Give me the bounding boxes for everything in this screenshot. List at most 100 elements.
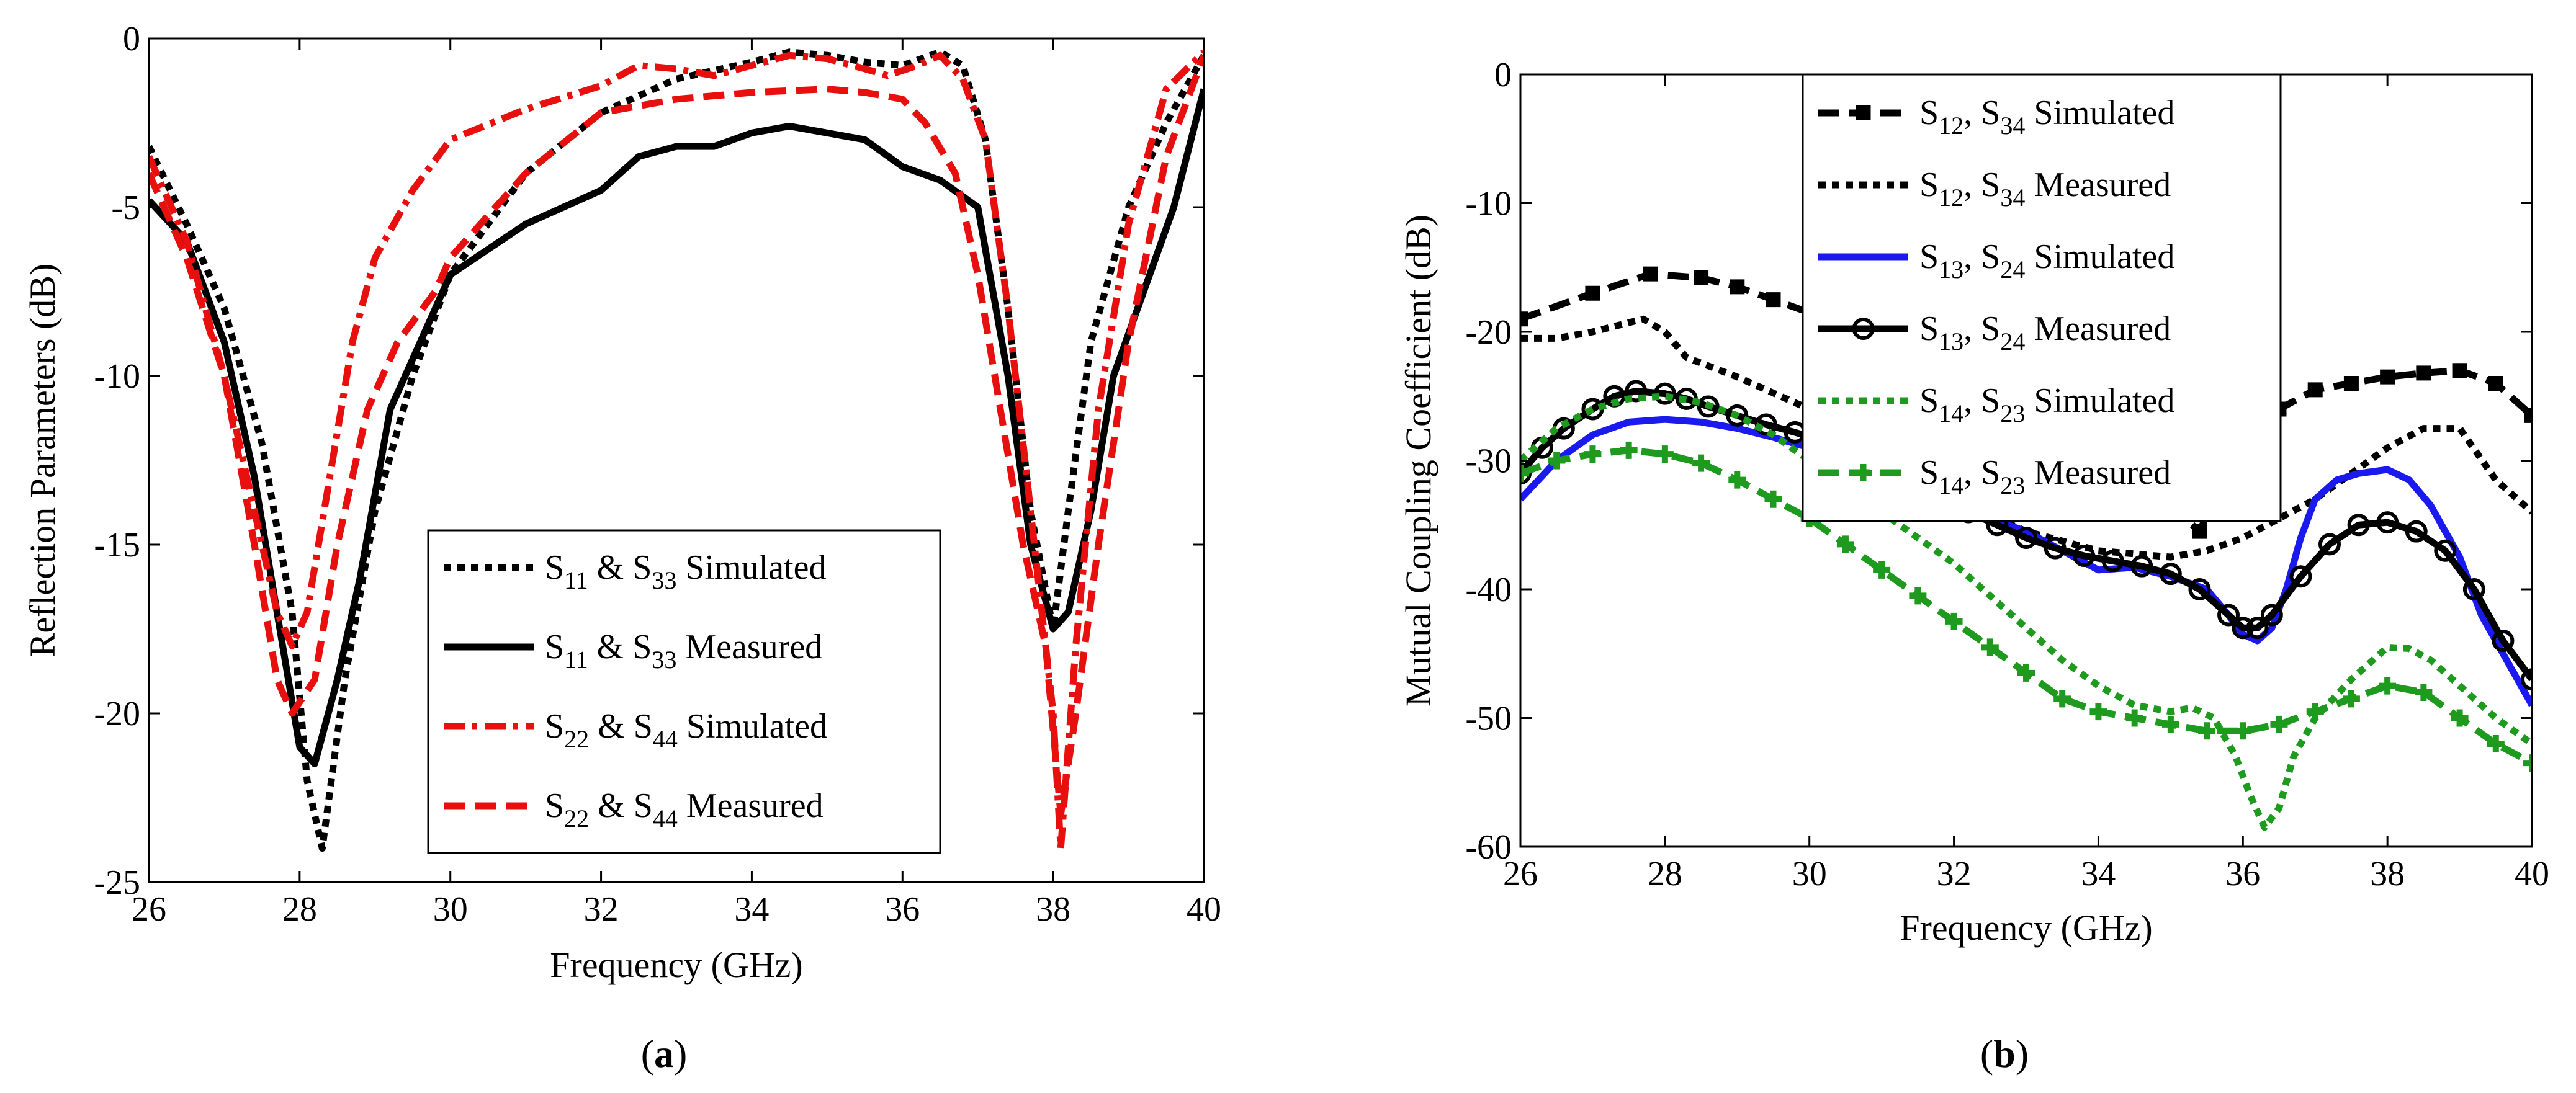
y-tick-label-b-5: -10 [1465, 185, 1512, 223]
chart-a: 26 28 30 32 34 36 38 40 -25 -20 -15 -10 -5 0 Frequency… [22, 20, 1221, 985]
legend-label-a-0: S11 & S33 Simulated [545, 548, 826, 594]
series-b-5-marker-16 [2089, 703, 2107, 721]
y-tick-label-a-2: -15 [94, 526, 140, 564]
x-tick-label-b-4: 34 [2081, 855, 2116, 893]
series-b-5-marker-10 [1873, 561, 1891, 579]
legend-box-a [427, 529, 941, 854]
series-b-3-marker-32 [2347, 514, 2370, 537]
series-b-5-marker-3 [1620, 441, 1638, 459]
series-b-3-marker-28 [2246, 617, 2269, 640]
y-tick-label-a-0: -25 [94, 863, 140, 902]
legend-b-3-marker-0 [1852, 318, 1875, 340]
x-tick-label-b-0: 26 [1503, 855, 1538, 893]
series-b-3-marker-31 [2318, 533, 2341, 556]
legend-b: S12, S34 Simulated S12, S34 Measured S13, … [1802, 73, 2282, 522]
caption-a: (a) [641, 1032, 688, 1076]
series-b-5-marker-26 [2451, 709, 2469, 727]
series-b-5-marker-6 [1728, 471, 1746, 489]
y-tick-label-a-4: -5 [111, 189, 140, 227]
legend-box-b [1802, 73, 2282, 522]
y-axis-label-b: Mutual Coupling Coefficient (dB) [1398, 215, 1438, 707]
series-group-a [149, 48, 1204, 852]
x-tick-label-b-5: 36 [2225, 855, 2260, 893]
series-b-0-marker-29 [2524, 408, 2532, 423]
series-b-3-marker-33 [2376, 511, 2399, 534]
series-b-0-marker-26 [2416, 365, 2431, 381]
y-tick-label-b-3: -30 [1465, 442, 1512, 481]
legend-label-b-5: S14, S23 Measured [1919, 453, 2171, 499]
y-tick-label-b-2: -40 [1465, 571, 1512, 609]
x-axis-label-b: Frequency (GHz) [1900, 908, 2152, 948]
series-b-3-marker-21 [2073, 545, 2096, 568]
legend-label-b-2: S13, S24 Simulated [1919, 238, 2174, 283]
series-line-b-2 [1520, 416, 2532, 707]
x-tick-label-a-1: 28 [282, 890, 317, 929]
x-tick-label-b-1: 28 [1648, 855, 1682, 893]
legend-label-a-2: S22 & S44 Simulated [545, 707, 827, 753]
series-b-5-marker-5 [1692, 454, 1710, 472]
y-tick-label-b-6: 0 [1494, 56, 1512, 94]
legend-label-a-1: S11 & S33 Measured [545, 628, 822, 674]
x-tick-label-a-5: 36 [885, 890, 920, 929]
x-tick-label-a-7: 40 [1187, 890, 1221, 929]
legend-b-5-marker-0 [1854, 464, 1872, 481]
y-tick-label-a-1: -20 [94, 695, 140, 733]
series-b-3-marker-27 [2232, 617, 2255, 640]
legend-label-b-0: S12, S34 Simulated [1919, 94, 2174, 140]
x-tick-label-a-3: 32 [584, 890, 619, 929]
series-b-0-marker-3 [1694, 270, 1709, 285]
legend-label-b-1: S12, S34 Measured [1919, 166, 2171, 212]
series-b-5-marker-23 [2342, 690, 2360, 708]
y-tick-label-a-5: 0 [123, 20, 140, 58]
series-b-5-marker-2 [1584, 445, 1602, 463]
series-b-0-marker-0 [1520, 311, 1528, 327]
series-b-3-marker-35 [2434, 539, 2457, 562]
legend-a: S11 & S33 Simulated S11 & S33 Measured S22… [427, 529, 941, 854]
series-line-a-1 [149, 88, 1204, 768]
series-b-0-marker-28 [2488, 376, 2503, 391]
series-line-b-1 [1520, 315, 2532, 561]
series-b-5-marker-0 [1520, 465, 1529, 483]
plot-frame-a [148, 37, 1205, 883]
series-b-5-marker-25 [2415, 684, 2433, 701]
series-b-5-marker-24 [2379, 677, 2397, 695]
series-b-5-marker-11 [1909, 587, 1927, 605]
series-b-5-marker-12 [1945, 612, 1963, 630]
series-b-5-marker-1 [1548, 452, 1566, 470]
legend-label-b-3: S13, S24 Measured [1919, 310, 2171, 355]
series-b-0-marker-4 [1730, 279, 1745, 295]
series-b-3-marker-26 [2217, 604, 2240, 627]
legend-b-0-marker-0 [1856, 105, 1871, 120]
x-tick-label-b-3: 32 [1937, 855, 1972, 893]
series-b-3-marker-25 [2188, 578, 2211, 600]
series-b-5-marker-9 [1836, 535, 1854, 553]
series-b-3-marker-30 [2289, 565, 2312, 588]
series-b-5-marker-7 [1764, 490, 1782, 508]
series-b-5-marker-27 [2487, 735, 2505, 752]
series-b-5-marker-14 [2017, 664, 2035, 682]
series-b-3-marker-37 [2492, 630, 2515, 652]
series-b-3-marker-34 [2405, 520, 2428, 543]
x-tick-label-a-4: 34 [734, 890, 769, 929]
series-b-3-marker-5 [1625, 380, 1648, 403]
series-b-3-marker-36 [2462, 578, 2485, 600]
series-b-3-marker-22 [2101, 550, 2124, 573]
series-b-0-marker-1 [1585, 285, 1600, 301]
series-b-3-marker-20 [2044, 537, 2067, 560]
y-tick-label-a-3: -10 [94, 357, 140, 396]
y-tick-label-b-0: -60 [1465, 828, 1512, 867]
series-b-3-marker-19 [2015, 527, 2037, 549]
series-b-0-marker-23 [2307, 382, 2323, 398]
series-b-0-marker-17 [2192, 524, 2207, 539]
series-b-5-marker-13 [1981, 638, 1999, 656]
y-tick-label-b-4: -20 [1465, 313, 1512, 352]
series-b-5-marker-21 [2270, 715, 2288, 733]
series-b-5-marker-28 [2523, 754, 2532, 772]
x-tick-label-a-6: 38 [1036, 890, 1070, 929]
x-tick-label-b-6: 38 [2370, 855, 2405, 893]
series-b-5-marker-22 [2306, 703, 2324, 721]
series-b-0-marker-27 [2452, 363, 2467, 378]
series-b-3-marker-23 [2130, 555, 2153, 578]
series-b-3-marker-24 [2159, 563, 2182, 586]
series-b-3-marker-9 [1726, 404, 1749, 427]
